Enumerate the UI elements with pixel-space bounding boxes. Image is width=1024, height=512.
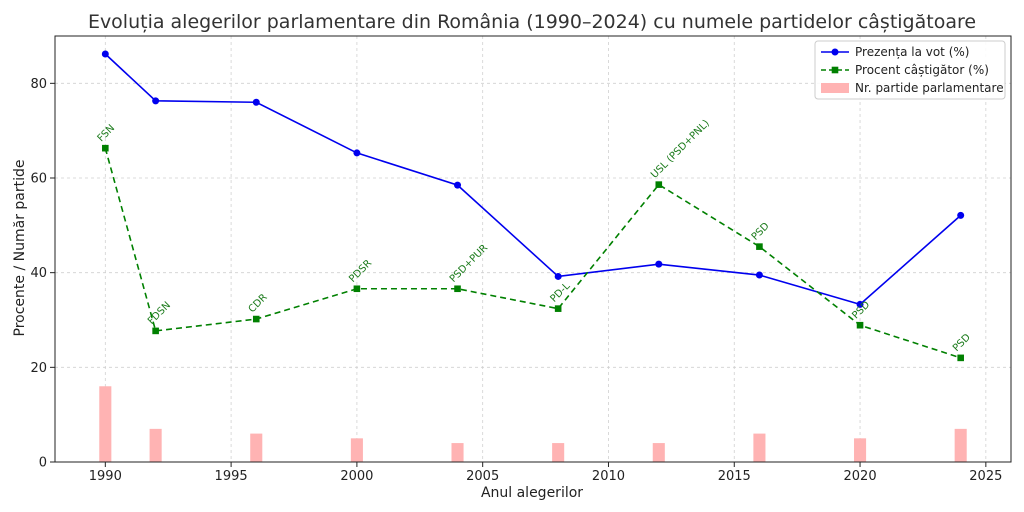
data-point xyxy=(454,181,462,189)
bar xyxy=(99,386,112,462)
grid xyxy=(55,36,1011,463)
annotation-label: USL (PSD+PNL) xyxy=(649,118,712,181)
annotation-label: PDSR xyxy=(347,258,374,285)
data-point xyxy=(454,285,461,293)
data-point xyxy=(353,285,361,293)
data-point xyxy=(102,144,109,152)
data-point xyxy=(252,98,260,106)
data-point xyxy=(957,211,965,219)
data-point xyxy=(554,272,562,280)
y-tick-label: 40 xyxy=(30,266,47,281)
x-tick-label: 2005 xyxy=(466,469,499,484)
y-axis-label: Procente / Număr partide xyxy=(12,160,28,337)
data-point xyxy=(655,260,663,268)
annotation-label: CDR xyxy=(247,292,270,315)
legend: Prezența la vot (%) Procent câștigător (%… xyxy=(814,40,1006,100)
bar xyxy=(854,438,867,462)
x-tick-label: 1995 xyxy=(215,469,248,484)
bar xyxy=(652,443,665,462)
x-axis-label: Anul alegerilor xyxy=(481,485,583,501)
x-tick-label: 2020 xyxy=(844,469,877,484)
bar xyxy=(753,433,766,462)
x-tick-label: 2015 xyxy=(718,469,751,484)
y-tick-label: 0 xyxy=(39,456,47,471)
annotation-label: PD-L xyxy=(549,280,573,304)
legend-box xyxy=(814,40,1006,100)
bar xyxy=(954,428,967,462)
data-point xyxy=(755,271,763,279)
x-tick-label: 1990 xyxy=(89,469,122,484)
data-point xyxy=(554,305,562,312)
series-line xyxy=(104,53,962,306)
y-tick-label: 80 xyxy=(30,77,47,92)
legend-marker xyxy=(831,66,839,74)
data-point xyxy=(957,354,964,362)
bar xyxy=(250,433,263,462)
legend-swatch xyxy=(821,83,849,93)
y-tick-label: 20 xyxy=(30,361,47,376)
data-point xyxy=(756,243,763,250)
annotation-label: PSD xyxy=(750,221,772,243)
data-point xyxy=(152,327,159,335)
bar xyxy=(552,443,565,462)
bars-layer xyxy=(99,386,967,462)
bar xyxy=(451,443,464,462)
data-point xyxy=(101,50,109,58)
data-point xyxy=(856,300,864,308)
data-point xyxy=(655,181,663,188)
axes xyxy=(50,35,1012,467)
data-point xyxy=(152,97,160,105)
legend-label: Prezența la vot (%) xyxy=(855,45,969,59)
annotation-label: PSD+PUR xyxy=(448,243,490,285)
y-tick-label: 60 xyxy=(30,172,47,187)
annotation-label: PSD xyxy=(951,332,973,354)
x-tick-label: 2010 xyxy=(592,469,625,484)
bar xyxy=(149,428,162,462)
chart-title: Evoluția alegerilor parlamentare din Rom… xyxy=(88,11,976,33)
series-line xyxy=(104,147,961,359)
plot-frame xyxy=(54,35,1012,463)
x-tick-label: 2025 xyxy=(969,469,1002,484)
tick-labels: 1990 1995 2000 2005 2010 2015 2020 2025 0 20 40 60 8… xyxy=(30,77,1002,484)
legend-marker xyxy=(831,48,839,56)
x-tick-label: 2000 xyxy=(340,469,373,484)
legend-label: Procent câștigător (%) xyxy=(855,63,989,77)
lines-layer xyxy=(101,50,965,362)
data-point xyxy=(252,315,260,323)
legend-label: Nr. partide parlamentare xyxy=(855,81,1004,95)
bar xyxy=(350,438,363,462)
data-point xyxy=(856,321,864,329)
data-point xyxy=(353,149,361,157)
annotation-label: FSN xyxy=(96,123,118,145)
